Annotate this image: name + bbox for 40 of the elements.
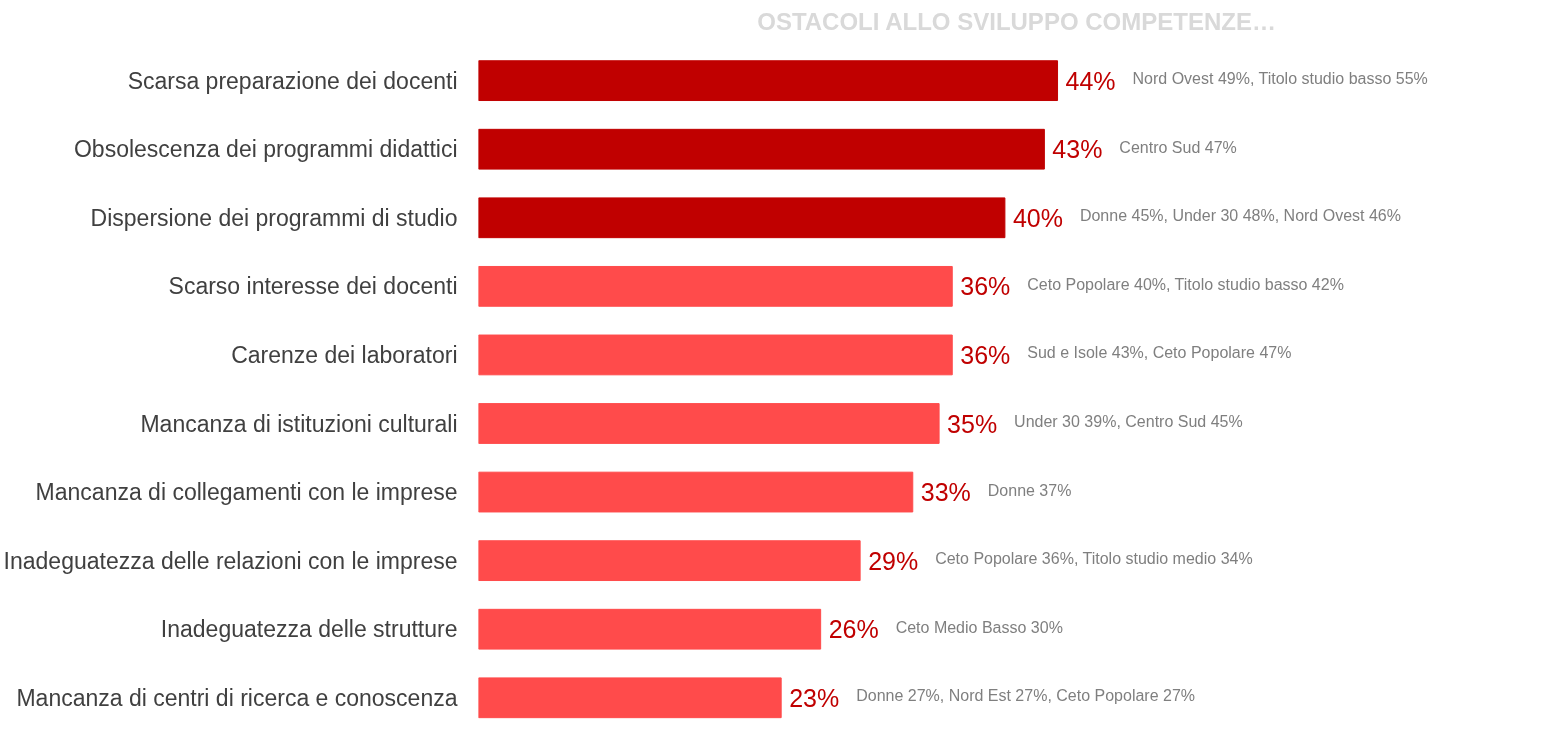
data-label: 23%	[789, 683, 840, 712]
y-tick-label: Scarso interesse dei docenti	[168, 273, 458, 300]
bar	[478, 334, 953, 376]
y-tick-label: Inadeguatezza delle relazioni con le imprese	[3, 547, 458, 574]
annotation: Ceto Popolare 36%, Titolo studio medio 34%	[935, 550, 1253, 568]
annotation: Donne 27%, Nord Est 27%, Ceto Popolare 27%	[856, 687, 1196, 705]
bar	[478, 540, 861, 582]
data-label: 36%	[960, 272, 1011, 301]
bar	[478, 128, 1045, 170]
annotation: Under 30 39%, Centro Sud 45%	[1014, 413, 1243, 430]
bar	[478, 677, 782, 719]
annotation: Sud e Isole 43%, Ceto Popolare 47%	[1027, 344, 1292, 362]
data-label: 29%	[868, 546, 919, 575]
y-tick-label: Carenze dei laboratori	[231, 341, 458, 368]
y-tick-label: Mancanza di centri di ricerca e conoscenza	[16, 684, 458, 711]
bar	[478, 265, 953, 307]
y-tick-label: Mancanza di istituzioni culturali	[140, 410, 458, 437]
data-label: 33%	[920, 478, 971, 507]
data-label: 26%	[828, 615, 879, 644]
y-tick-label: Scarsa preparazione dei docenti	[127, 67, 458, 94]
bar	[478, 608, 822, 650]
text: Donne 45%, Under 30 48%, Nord Ovest 46%	[1079, 207, 1401, 225]
data-label: 44%	[1065, 66, 1116, 95]
bar	[478, 403, 940, 444]
bar	[478, 60, 1059, 102]
text: Centro Sud 47%	[1119, 138, 1237, 156]
y-tick-label: Inadeguatezza delle strutture	[160, 616, 458, 643]
data-label: 40%	[1012, 203, 1063, 232]
y-tick-label: Dispersione dei programmi di studio	[90, 204, 458, 231]
y-tick-label: Mancanza di collegamenti con le imprese	[35, 479, 458, 506]
bar	[478, 197, 1006, 239]
annotation: Donne 37%	[987, 481, 1072, 499]
data-label: 35%	[947, 409, 998, 438]
bar	[478, 471, 914, 513]
annotation: Ceto Medio Basso 30%	[895, 618, 1063, 636]
text: Nord Ovest 49%, Titolo studio basso 55%	[1132, 70, 1428, 88]
annotation: Ceto Popolare 40%, Titolo studio basso 42%	[1027, 275, 1344, 293]
y-tick-label: Obsolescenza dei programmi didattici	[73, 136, 458, 163]
data-label: 43%	[1052, 135, 1103, 164]
data-label: 36%	[960, 340, 1011, 369]
